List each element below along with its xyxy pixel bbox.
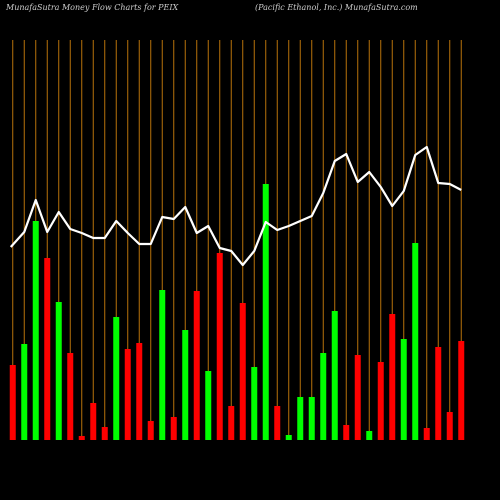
- bar: [216, 253, 223, 440]
- bar: [366, 431, 373, 440]
- bar: [67, 353, 74, 440]
- bar: [331, 311, 338, 440]
- bar: [78, 436, 85, 440]
- chart-subtitle: (Pacific Ethanol, Inc.) MunafaSutra.com: [255, 3, 418, 12]
- bar: [32, 221, 39, 440]
- bar: [21, 344, 28, 440]
- bar: [423, 428, 430, 440]
- bar: [251, 367, 258, 440]
- bar: [44, 258, 51, 440]
- chart-title: MunafaSutra Money Flow Charts for PEIX: [5, 3, 179, 12]
- bar: [354, 355, 361, 440]
- bar: [274, 406, 281, 440]
- bar: [136, 343, 143, 440]
- bar: [320, 353, 327, 440]
- bar: [412, 243, 419, 440]
- bar: [285, 435, 292, 440]
- bar: [124, 349, 131, 440]
- bar: [228, 406, 235, 440]
- bar: [147, 421, 154, 440]
- bar: [9, 365, 16, 440]
- money-flow-line: [9, 145, 462, 267]
- bar: [193, 291, 200, 440]
- bar: [113, 317, 120, 440]
- bar: [435, 347, 442, 440]
- bar: [262, 184, 269, 440]
- bar: [343, 425, 350, 440]
- bar: [297, 397, 304, 440]
- bar: [400, 339, 407, 440]
- bar: [308, 397, 315, 440]
- bar: [239, 303, 246, 440]
- bar: [182, 330, 189, 440]
- bar: [90, 403, 97, 440]
- bar: [389, 314, 396, 440]
- bar: [55, 302, 62, 440]
- bar: [205, 371, 212, 440]
- bar: [170, 417, 177, 440]
- bar: [446, 412, 453, 440]
- bar: [159, 290, 166, 440]
- bar: [458, 341, 465, 440]
- bar: [101, 427, 108, 440]
- bar: [377, 362, 384, 440]
